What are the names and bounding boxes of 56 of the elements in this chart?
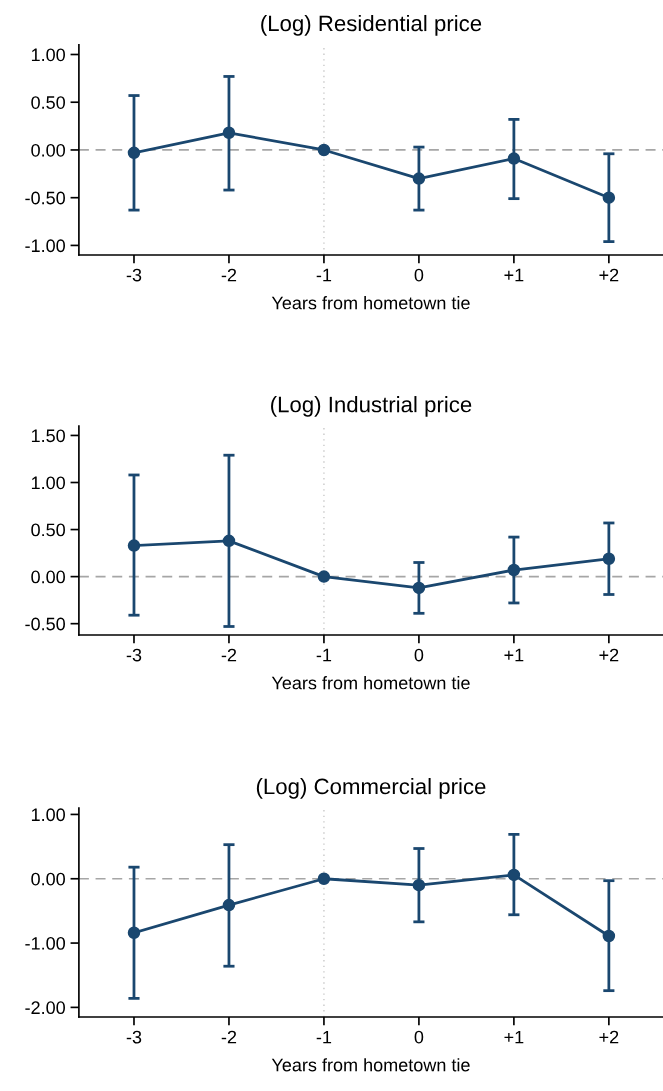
y-tick-label: 1.00 [31,808,65,822]
y-tick-label: 0.00 [31,570,65,584]
point [127,539,141,552]
y-tick-label: -2.00 [25,1001,65,1015]
y-tick-label: -1.00 [25,937,65,950]
point [317,872,331,885]
y-tick-label: 0.00 [31,143,65,157]
x-tick-label: +2 [599,268,619,282]
x-tick-label: -2 [221,648,237,662]
point [507,563,521,577]
x-axis-title: Years from hometown tie [271,1058,470,1072]
x-tick-label: -1 [316,648,332,662]
point [222,898,236,912]
x-axis-title: Years from hometown tie [271,296,470,310]
point [317,570,331,583]
x-tick-label: +2 [599,1030,619,1044]
x-tick-label: 0 [414,648,424,662]
point [602,191,616,204]
x-tick-label: 0 [414,268,424,282]
x-tick-label: -1 [316,268,332,282]
point [602,929,616,943]
point [222,534,236,548]
x-tick-label: -2 [221,1030,237,1044]
point [602,552,616,565]
x-tick-label: +2 [599,648,619,662]
x-tick-label: +1 [504,268,524,282]
x-tick-label: -1 [316,1030,332,1044]
y-tick-label: 0.00 [31,872,65,886]
point [412,581,426,595]
point [412,878,426,892]
chart-title: (Log) Commercial price [256,778,486,799]
x-axis-title: Years from hometown tie [271,676,470,690]
chart-title: (Log) Industrial price [271,396,472,417]
y-tick-label: 1.00 [31,476,65,490]
x-tick-label: +1 [504,648,524,662]
x-tick-label: -3 [126,648,142,662]
point [222,126,236,140]
y-tick-label: 1.50 [31,429,65,443]
point [317,143,331,157]
x-tick-label: +1 [504,1030,524,1044]
point [127,146,141,160]
x-tick-label: 0 [414,1030,424,1044]
point [412,172,426,185]
point [507,152,521,165]
x-tick-label: -2 [221,268,237,282]
y-tick-label: 0.50 [31,523,65,537]
point [127,926,141,940]
chart-title: (Log) Residential price [261,14,482,36]
point [507,868,521,882]
y-tick-label: -1.00 [25,239,65,253]
y-tick-label: -0.50 [25,191,65,205]
y-tick-label: 0.50 [31,96,65,109]
x-tick-label: -3 [126,1030,142,1044]
y-tick-label: -0.50 [25,617,65,631]
y-tick-label: 1.00 [31,48,65,62]
x-tick-label: -3 [126,268,142,282]
